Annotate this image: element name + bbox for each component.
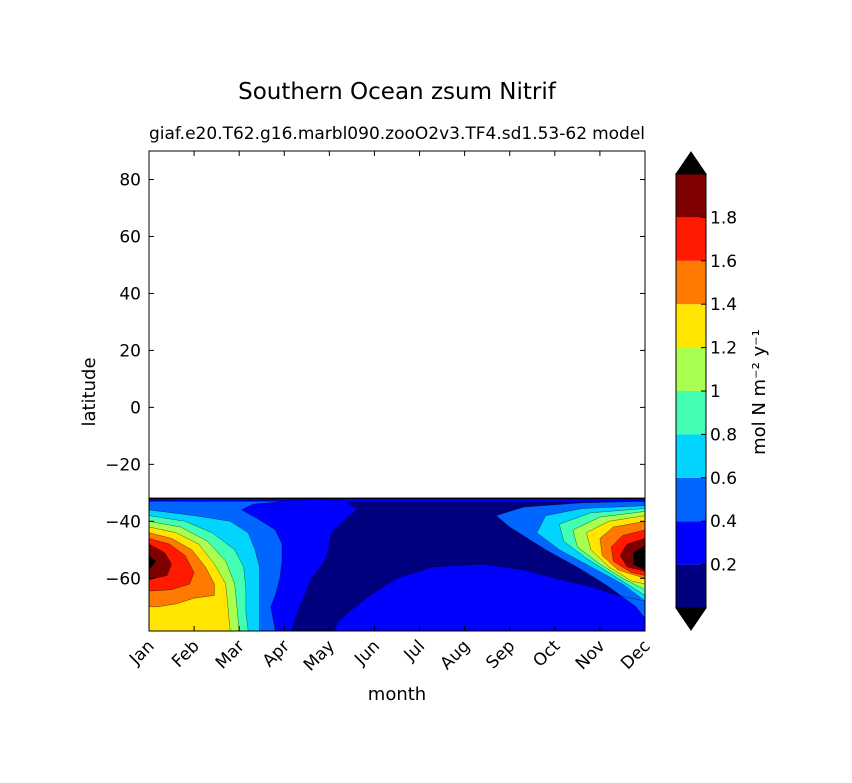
x-tick-label: Jan [125, 636, 158, 669]
y-tick-label: 80 [119, 170, 141, 190]
contour-line-level-2-part-0 [149, 555, 157, 570]
x-tick-label: Oct [529, 636, 564, 671]
contour-line-level-1.8-part-0 [149, 543, 172, 580]
x-tick-label: Nov [572, 636, 610, 674]
colorbar-swatch [676, 174, 706, 218]
colorbar-tick-label: 0.2 [710, 556, 737, 576]
colorbar-swatch [676, 521, 706, 565]
contour-line-level-1.4-part-1 [599, 521, 645, 579]
contour-line-level-0.4-part-2 [495, 501, 645, 619]
contour-line-level-2-part-1 [633, 545, 645, 571]
chart-subtitle-left: giaf.e20.T62.g16.marbl090.zooO2v3.TF4.sd… [149, 124, 587, 144]
y-tick-label: −20 [105, 455, 141, 475]
contour-line-level-0.6-part-1 [536, 505, 645, 602]
contour-line-level-1-part-1 [572, 511, 645, 590]
x-tick-label: Mar [212, 636, 249, 673]
contour-band-level-2-part-1 [633, 545, 645, 570]
x-tick-label: Jul [400, 636, 429, 665]
y-tick-label: 0 [130, 398, 141, 418]
colorbar-swatch [676, 217, 706, 261]
x-tick-label: Sep [482, 636, 519, 673]
colorbar-tick-label: 0.8 [710, 425, 737, 445]
colorbar-tick-label: 1.6 [710, 252, 737, 272]
x-tick-label: Dec [617, 636, 654, 673]
x-tick-label: Jun [350, 636, 384, 670]
contour-line-level-1.6-part-0 [149, 538, 195, 592]
contour-line-level-1.2-part-0 [149, 526, 231, 631]
colorbar-tick-label: 1.2 [710, 339, 737, 359]
x-tick-label: May [300, 636, 339, 675]
plot-frame [148, 150, 646, 632]
contour-line-level-0.6-part-0 [149, 509, 260, 631]
y-tick-label: 40 [119, 284, 141, 304]
colorbar-tick-label: 1.8 [710, 208, 737, 228]
x-tick-label: Apr [259, 636, 294, 671]
chart-subtitle-right: model [592, 124, 645, 144]
colorbar-swatch [676, 304, 706, 348]
colorbar-extend-bottom [675, 607, 707, 631]
y-tick-label: −60 [105, 569, 141, 589]
contour-line-level-1.2-part-1 [586, 515, 645, 585]
contour-band-level-1.8-part-0 [149, 544, 172, 580]
colorbar-swatch [676, 347, 706, 391]
y-tick-label: −40 [105, 512, 141, 532]
contour-band-level-2-part-0 [149, 555, 156, 570]
colorbar: 0.2 0.4 0.6 0.8 1 1.2 1.4 1.6 1.8 [675, 151, 737, 631]
contour-line-level-0.8-part-1 [559, 508, 645, 596]
contour-line-level-0.8-part-0 [149, 515, 249, 631]
y-tick-label: 60 [119, 227, 141, 247]
contour-line-level-1-part-0 [149, 521, 240, 631]
colorbar-swatch [676, 434, 706, 478]
contour-line-level-0.2-part-1 [333, 563, 645, 631]
contour-line-level-1.8-part-1 [619, 538, 645, 572]
plot-area [149, 151, 645, 631]
contour-band-edge [149, 497, 645, 502]
colorbar-swatch [676, 391, 706, 435]
contour-line-level-0.4-part-1 [240, 501, 285, 631]
contour-line-level-1.4-part-0 [149, 532, 215, 608]
chart-title: Southern Ocean zsum Nitrif [238, 79, 557, 105]
contour-line-level-1.6-part-1 [610, 529, 645, 576]
colorbar-tick-label: 0.4 [710, 512, 737, 532]
y-axis-label: latitude [79, 357, 100, 426]
colorbar-tick-label: 1 [710, 382, 721, 402]
colorbar-tick-label: 1.4 [710, 295, 737, 315]
contour-fill-layer [149, 497, 645, 631]
colorbar-swatch [676, 564, 706, 608]
contour-line-level-0.2-part-0 [290, 498, 357, 631]
colorbar-tick-label: 0.6 [710, 469, 737, 489]
y-tick-label: 20 [119, 341, 141, 361]
colorbar-swatch [676, 477, 706, 522]
x-tick-label: Aug [437, 636, 475, 674]
contour-line-level-0.4-part-0 [149, 499, 316, 502]
colorbar-swatch [676, 260, 706, 305]
y-axis: 80 60 40 20 0 −20 −40 −60 [105, 170, 645, 589]
x-tick-label: Feb [168, 636, 203, 671]
contour-band-level-0.2-part-1 [333, 564, 645, 631]
colorbar-label: mol N m⁻² y⁻¹ [749, 329, 770, 455]
x-axis-label: month [368, 684, 426, 705]
contour-line-layer [149, 498, 645, 631]
colorbar-extend-top [675, 151, 707, 175]
